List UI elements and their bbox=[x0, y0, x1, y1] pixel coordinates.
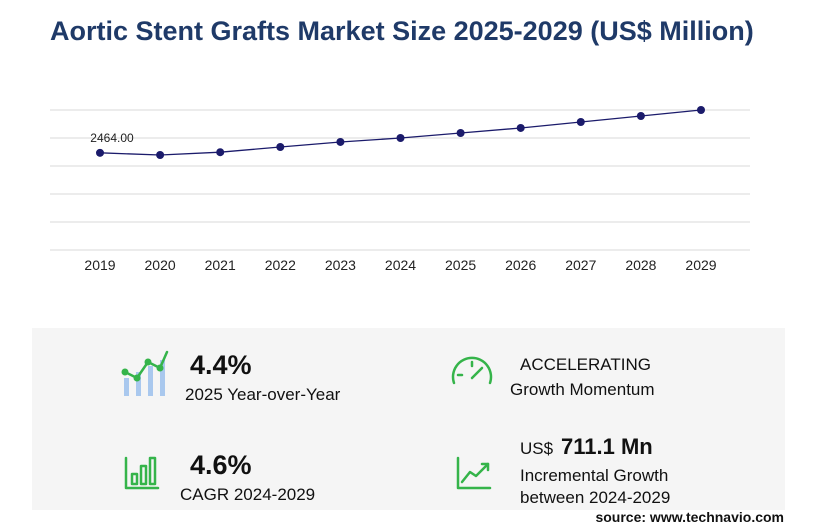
x-tick-label: 2023 bbox=[325, 257, 356, 273]
marker bbox=[336, 137, 345, 146]
stat-label: CAGR 2024-2029 bbox=[180, 485, 315, 504]
icon-cagr bbox=[124, 456, 160, 490]
marker bbox=[697, 106, 705, 114]
x-tick-label: 2025 bbox=[445, 257, 476, 273]
stat-value: 711.1 Mn bbox=[561, 434, 653, 459]
x-tick-label: 2029 bbox=[685, 257, 716, 273]
icon-growth bbox=[456, 456, 492, 490]
marker bbox=[96, 148, 104, 157]
data-label: 2464.00 bbox=[90, 131, 134, 145]
x-tick-label: 2028 bbox=[625, 257, 656, 273]
marker bbox=[576, 117, 585, 126]
line bbox=[99, 109, 702, 156]
marker bbox=[216, 148, 225, 157]
stats-panel bbox=[32, 328, 785, 510]
x-tick-label: 2026 bbox=[505, 257, 536, 273]
x-tick-label: 2022 bbox=[265, 257, 296, 273]
stat-prefix: US$ bbox=[520, 439, 554, 458]
stat-label: between 2024-2029 bbox=[520, 488, 670, 507]
grid bbox=[50, 109, 750, 251]
stat-label: Growth Momentum bbox=[510, 380, 655, 399]
source: source: www.technavio.com bbox=[595, 509, 784, 525]
stat-value: 4.6% bbox=[190, 450, 252, 480]
marker bbox=[276, 142, 285, 151]
chart-title: Aortic Stent Grafts Market Size 2025-202… bbox=[50, 16, 754, 46]
marker bbox=[516, 123, 525, 132]
marker bbox=[156, 150, 165, 159]
x-tick-label: 2019 bbox=[84, 257, 115, 273]
stat-value: 4.4% bbox=[190, 350, 252, 380]
x-tick-label: 2024 bbox=[385, 257, 416, 273]
marker bbox=[456, 128, 465, 137]
stat-label: 2025 Year-over-Year bbox=[185, 385, 341, 404]
icon-gauge bbox=[451, 356, 493, 385]
icon-yoy bbox=[121, 350, 169, 396]
stat-value: ACCELERATING bbox=[520, 355, 651, 374]
x-tick-label: 2027 bbox=[565, 257, 596, 273]
stat-label: Incremental Growth bbox=[520, 466, 668, 485]
marker bbox=[636, 111, 645, 120]
x-tick-label: 2021 bbox=[205, 257, 236, 273]
marker bbox=[396, 134, 405, 142]
x-tick-label: 2020 bbox=[145, 257, 176, 273]
